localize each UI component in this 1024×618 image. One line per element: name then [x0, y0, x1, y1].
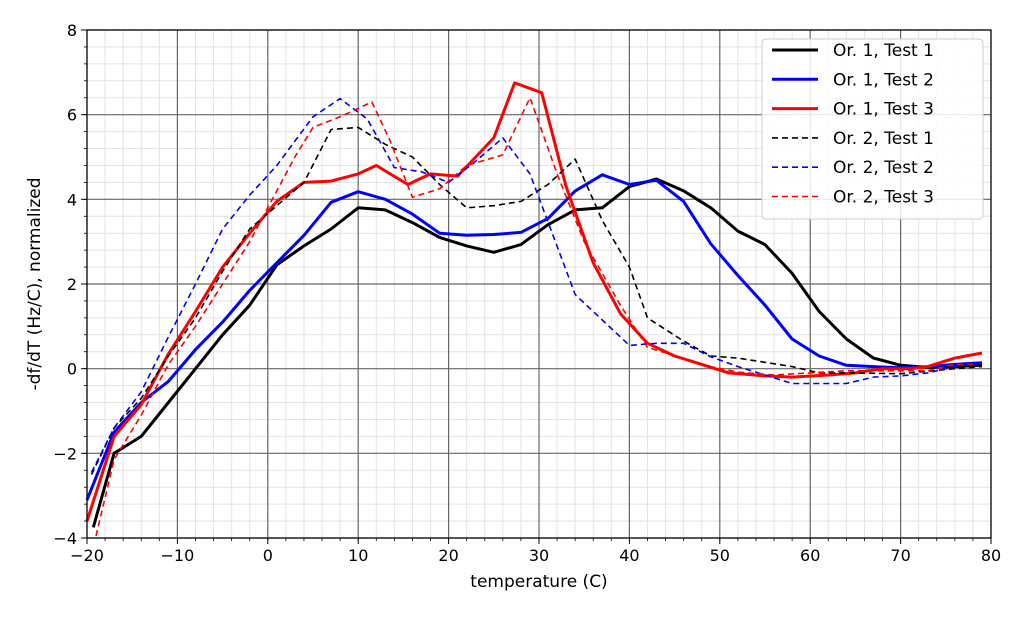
series-line-6 — [95, 96, 973, 537]
y-tick-label: 4 — [67, 190, 77, 209]
legend-label: Or. 1, Test 3 — [833, 100, 934, 120]
legend-label: Or. 2, Test 2 — [833, 158, 934, 178]
x-tick-label: 70 — [890, 546, 910, 565]
y-tick-label: 2 — [67, 275, 77, 294]
x-tick-label: 10 — [348, 546, 368, 565]
x-tick-label: 0 — [263, 546, 273, 565]
x-tick-label: 40 — [619, 546, 639, 565]
x-tick-label: 50 — [710, 546, 730, 565]
x-tick-label: 30 — [529, 546, 549, 565]
y-tick-label: 0 — [67, 360, 77, 379]
x-tick-label: 80 — [981, 546, 1001, 565]
legend-box — [761, 38, 984, 220]
legend: Or. 1, Test 1 Or. 1, Test 2 Or. 1, Test 3 O… — [761, 38, 984, 220]
y-tick-label: 8 — [67, 21, 77, 40]
x-tick-label: −10 — [161, 546, 195, 565]
x-tick-label: −20 — [70, 546, 104, 565]
y-tick-label: −4 — [53, 529, 77, 548]
series-line-2 — [85, 173, 983, 501]
x-tick-label: 20 — [438, 546, 458, 565]
legend-label: Or. 2, Test 1 — [833, 129, 934, 149]
x-axis-label: temperature (C) — [470, 572, 607, 592]
series-line-3 — [85, 81, 983, 522]
y-tick-label: 6 — [67, 106, 77, 125]
series-lines — [85, 81, 983, 537]
x-tick-label: 60 — [800, 546, 820, 565]
legend-label: Or. 2, Test 3 — [833, 188, 934, 208]
legend-label: Or. 1, Test 2 — [833, 70, 934, 90]
y-axis-label: -df/dT (Hz/C), normalized — [25, 177, 45, 390]
series-line-4 — [90, 126, 983, 475]
series-line-1 — [91, 177, 983, 528]
series-line-5 — [90, 97, 983, 473]
legend-label: Or. 1, Test 1 — [833, 41, 934, 61]
y-tick-label: −2 — [53, 444, 77, 463]
